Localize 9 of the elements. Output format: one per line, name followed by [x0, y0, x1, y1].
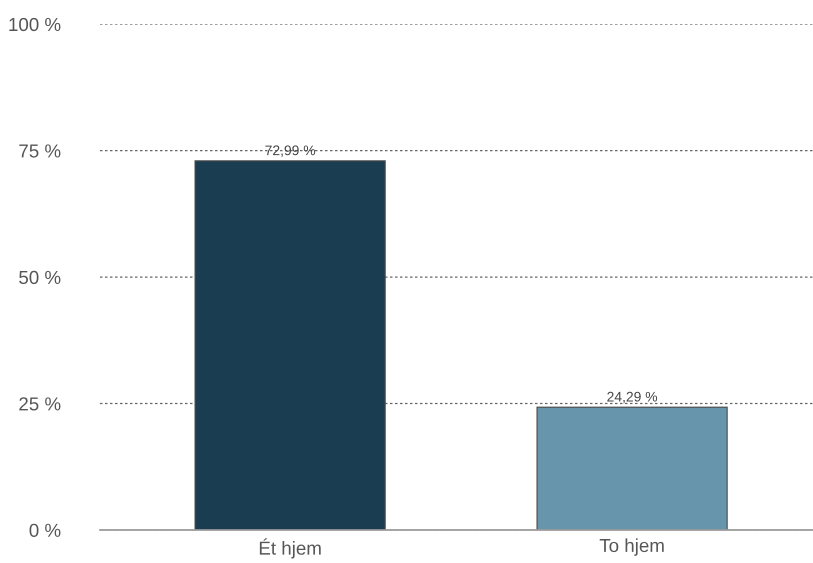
data-label: 24,29 % [607, 392, 658, 404]
y-tick-label: 100 % [9, 18, 60, 32]
y-tick-label: 0 % [30, 524, 60, 537]
y-tick-label: 75 % [19, 144, 60, 158]
y-tick-label: 25 % [19, 397, 60, 411]
x-tick-label: To hjem [600, 538, 664, 556]
y-tick-label: 50 % [19, 270, 60, 284]
x-tick-label: Ét hjem [260, 538, 321, 558]
data-label: 72,99 % [265, 145, 316, 157]
